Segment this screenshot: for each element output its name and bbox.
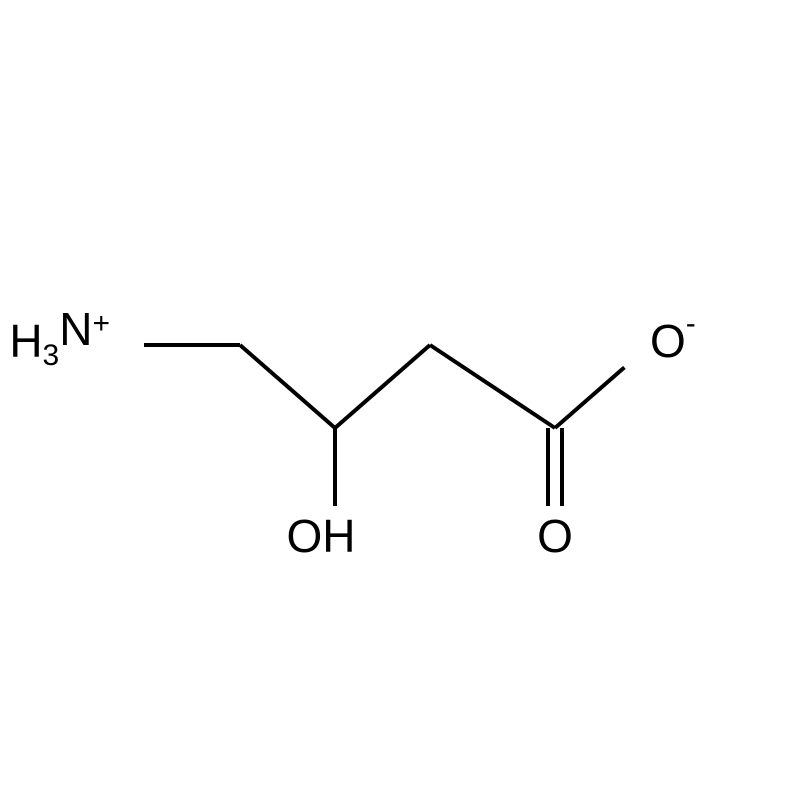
atom-label: H3N+	[9, 303, 110, 372]
atom-label: O	[537, 510, 573, 562]
atom-label: O-	[650, 307, 696, 367]
atom-label: OH	[286, 510, 355, 562]
molecule-diagram: H3N+ OH O O-	[0, 0, 800, 800]
